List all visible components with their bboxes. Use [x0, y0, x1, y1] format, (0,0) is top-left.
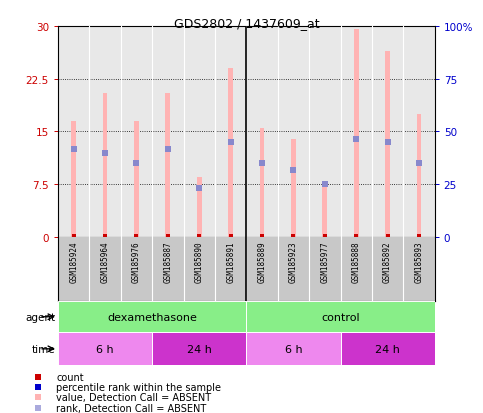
Text: value, Detection Call = ABSENT: value, Detection Call = ABSENT — [57, 392, 212, 403]
Text: GSM185976: GSM185976 — [132, 241, 141, 282]
Text: count: count — [57, 372, 84, 382]
Text: dexamethasone: dexamethasone — [107, 312, 197, 322]
Text: 24 h: 24 h — [187, 344, 212, 354]
Bar — [103, 94, 107, 237]
Text: GDS2802 / 1437609_at: GDS2802 / 1437609_at — [173, 17, 319, 29]
Bar — [71, 121, 76, 237]
Bar — [323, 185, 327, 237]
Bar — [291, 139, 296, 237]
Bar — [417, 114, 421, 237]
Text: 24 h: 24 h — [375, 344, 400, 354]
Text: GSM185923: GSM185923 — [289, 241, 298, 282]
Bar — [166, 94, 170, 237]
Text: GSM185924: GSM185924 — [69, 241, 78, 282]
Bar — [58, 301, 246, 332]
Bar — [341, 332, 435, 366]
Bar — [228, 69, 233, 237]
Text: control: control — [321, 312, 360, 322]
Text: GSM185977: GSM185977 — [320, 241, 329, 282]
Text: 6 h: 6 h — [284, 344, 302, 354]
Text: GSM185964: GSM185964 — [100, 241, 110, 282]
Text: GSM185892: GSM185892 — [383, 241, 392, 282]
Text: time: time — [32, 344, 56, 354]
Text: GSM185893: GSM185893 — [414, 241, 424, 282]
Text: GSM185891: GSM185891 — [226, 241, 235, 282]
Bar — [246, 301, 435, 332]
Bar — [197, 178, 201, 237]
Text: percentile rank within the sample: percentile rank within the sample — [57, 382, 221, 392]
Bar — [260, 128, 264, 237]
Text: 6 h: 6 h — [96, 344, 114, 354]
Bar — [246, 332, 341, 366]
Bar — [354, 30, 358, 237]
Bar — [385, 51, 390, 237]
Text: rank, Detection Call = ABSENT: rank, Detection Call = ABSENT — [57, 403, 207, 413]
Bar — [152, 332, 246, 366]
Bar — [134, 121, 139, 237]
Text: GSM185890: GSM185890 — [195, 241, 204, 282]
Bar — [58, 332, 152, 366]
Text: GSM185889: GSM185889 — [257, 241, 267, 282]
Text: agent: agent — [26, 312, 56, 322]
Text: GSM185888: GSM185888 — [352, 241, 361, 282]
Text: GSM185887: GSM185887 — [163, 241, 172, 282]
